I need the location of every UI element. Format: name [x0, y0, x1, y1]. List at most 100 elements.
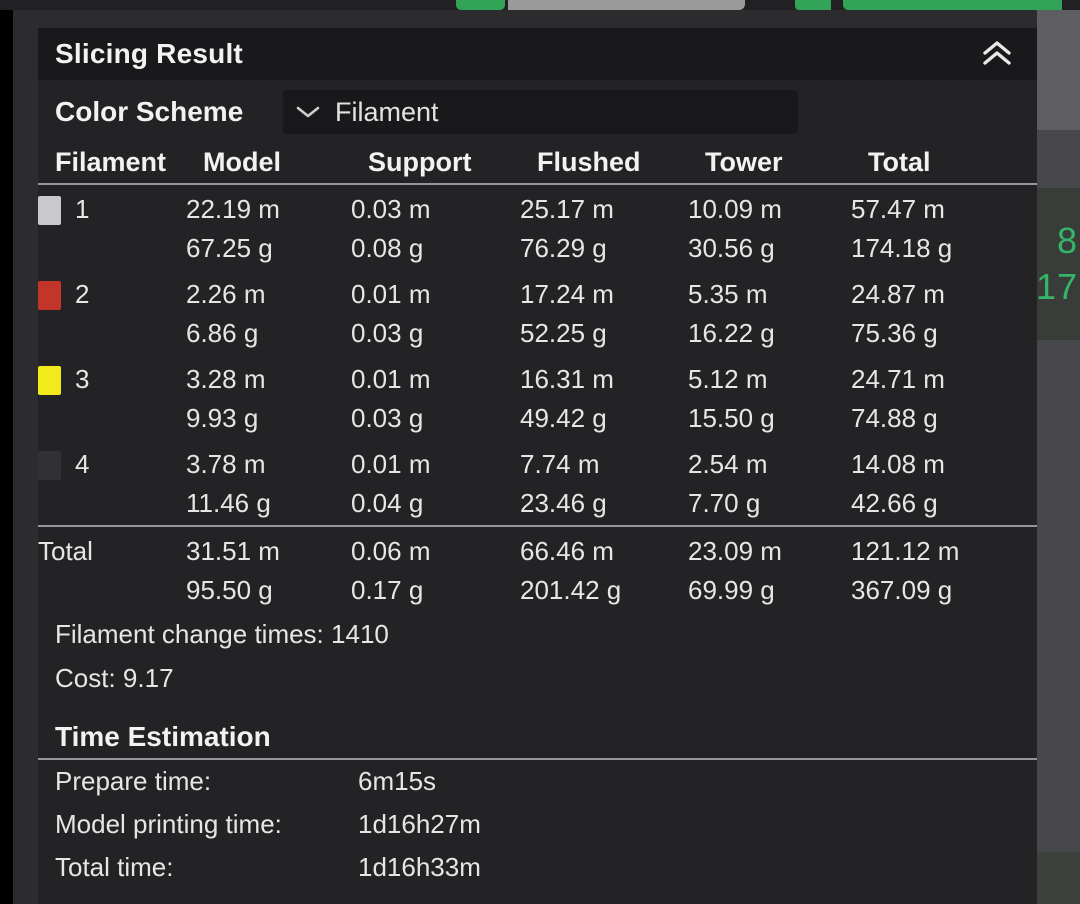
model-printing-time-row: Model printing time: 1d16h27m [38, 803, 1037, 846]
filament-number: 3 [75, 364, 90, 394]
color-scheme-label: Color Scheme [55, 96, 244, 127]
table-total-row: Total 31.51 m 95.50 g 0.06 m 0.17 g 66.4… [38, 527, 1037, 612]
model-length: 3.28 m [186, 364, 266, 394]
flushed-length: 16.31 m [520, 364, 614, 394]
toolbar-fragment-slider[interactable] [508, 0, 745, 10]
flushed-weight: 49.42 g [520, 403, 607, 433]
tower-length: 10.09 m [688, 194, 782, 224]
column-header: Model [203, 146, 281, 177]
table-row: 1 22.19 m 67.25 g 0.03 m 0.08 g 25.17 m … [38, 185, 1037, 270]
total-support-m: 0.06 m [351, 536, 431, 566]
filament-count-box[interactable]: 8 17 [1035, 188, 1080, 340]
right-side-strip: 8 17 [1035, 10, 1080, 904]
tower-weight: 7.70 g [688, 488, 761, 518]
time-estimation-divider [38, 758, 1037, 760]
model-weight: 6.86 g [186, 318, 259, 348]
top-toolbar-strip [0, 0, 1080, 10]
support-weight: 0.04 g [351, 488, 424, 518]
filament-color-swatch [38, 366, 61, 395]
side-number: 8 [1056, 220, 1078, 261]
total-length: 24.71 m [851, 364, 945, 394]
chevron-double-up-icon [983, 41, 1011, 65]
support-length: 0.01 m [351, 364, 431, 394]
total-total-g: 367.09 g [851, 575, 953, 605]
total-support-g: 0.17 g [351, 575, 424, 605]
cost-label: Cost: [55, 663, 116, 693]
filament-number: 1 [75, 194, 90, 224]
support-length: 0.03 m [351, 194, 431, 224]
time-estimation-title: Time Estimation [55, 721, 271, 752]
total-model-g: 95.50 g [186, 575, 273, 605]
filament-change-times-line: Filament change times: 1410 [38, 612, 1037, 656]
table-body: 1 22.19 m 67.25 g 0.03 m 0.08 g 25.17 m … [38, 185, 1037, 525]
prepare-time-row: Prepare time: 6m15s [38, 760, 1037, 803]
column-header: Tower [705, 146, 783, 177]
model-length: 3.78 m [186, 449, 266, 479]
total-weight: 174.18 g [851, 233, 953, 263]
tower-weight: 15.50 g [688, 403, 775, 433]
total-flushed-g: 201.42 g [520, 575, 622, 605]
total-length: 14.08 m [851, 449, 945, 479]
filament-change-times-value: 1410 [331, 619, 389, 649]
model-length: 2.26 m [186, 279, 266, 309]
total-total-m: 121.12 m [851, 536, 960, 566]
total-divider [38, 525, 1037, 527]
filament-number: 4 [75, 449, 90, 479]
table-header-divider [38, 183, 1037, 185]
slicing-result-panel: Slicing Result Color Scheme Filament Fil… [38, 28, 1037, 904]
color-scheme-select[interactable]: Filament [283, 90, 798, 134]
total-weight: 74.88 g [851, 403, 938, 433]
tower-length: 5.12 m [688, 364, 768, 394]
total-label: Total [38, 536, 93, 566]
toolbar-fragment-green-small[interactable] [795, 0, 831, 10]
model-printing-time-value: 1d16h27m [358, 809, 481, 839]
total-flushed-m: 66.46 m [520, 536, 614, 566]
table-row: 4 3.78 m 11.46 g 0.01 m 0.04 g 7.74 m 23… [38, 440, 1037, 525]
prepare-time-value: 6m15s [358, 766, 437, 796]
collapse-panel-button[interactable] [977, 34, 1017, 74]
color-scheme-value: Filament [335, 96, 439, 127]
tower-length: 2.54 m [688, 449, 768, 479]
tower-length: 5.35 m [688, 279, 768, 309]
support-length: 0.01 m [351, 449, 431, 479]
tower-weight: 30.56 g [688, 233, 775, 263]
column-header: Filament [55, 146, 167, 177]
model-weight: 67.25 g [186, 233, 273, 263]
toolbar-fragment-green-button[interactable] [456, 0, 505, 10]
right-strip-upper-block [1037, 10, 1080, 130]
filament-color-swatch [38, 196, 61, 225]
model-weight: 11.46 g [186, 488, 271, 518]
total-time-label: Total time: [55, 852, 174, 882]
support-length: 0.01 m [351, 279, 431, 309]
table-row: 3 3.28 m 9.93 g 0.01 m 0.03 g 16.31 m 49… [38, 355, 1037, 440]
model-printing-time-label: Model printing time: [55, 809, 282, 839]
table-header-row: Filament Model Support Flushed Tower Tot… [38, 141, 1037, 183]
chevron-down-icon [295, 104, 321, 120]
flushed-length: 17.24 m [520, 279, 614, 309]
total-model-m: 31.51 m [186, 536, 280, 566]
total-length: 24.87 m [851, 279, 945, 309]
total-tower-m: 23.09 m [688, 536, 782, 566]
table-row: 2 2.26 m 6.86 g 0.01 m 0.03 g 17.24 m 52… [38, 270, 1037, 355]
flushed-weight: 76.29 g [520, 233, 607, 263]
color-scheme-row: Color Scheme Filament [38, 89, 1037, 135]
model-weight: 9.93 g [186, 403, 259, 433]
support-weight: 0.03 g [351, 318, 424, 348]
cost-line: Cost: 9.17 [38, 656, 1037, 700]
panel-header: Slicing Result [38, 28, 1037, 80]
cost-value: 9.17 [122, 663, 174, 693]
filament-color-swatch [38, 451, 61, 480]
column-header: Total [868, 146, 931, 177]
prepare-time-label: Prepare time: [55, 766, 212, 796]
flushed-length: 7.74 m [520, 449, 600, 479]
total-weight: 75.36 g [851, 318, 938, 348]
window-left-edge [0, 10, 13, 904]
total-tower-g: 69.99 g [688, 575, 775, 605]
total-weight: 42.66 g [851, 488, 938, 518]
filament-change-times-label: Filament change times: [55, 619, 324, 649]
support-weight: 0.08 g [351, 233, 424, 263]
side-number: 17 [1035, 266, 1078, 307]
toolbar-fragment-green-bar[interactable] [843, 0, 1062, 10]
tower-weight: 16.22 g [688, 318, 775, 348]
total-time-value: 1d16h33m [358, 852, 481, 882]
